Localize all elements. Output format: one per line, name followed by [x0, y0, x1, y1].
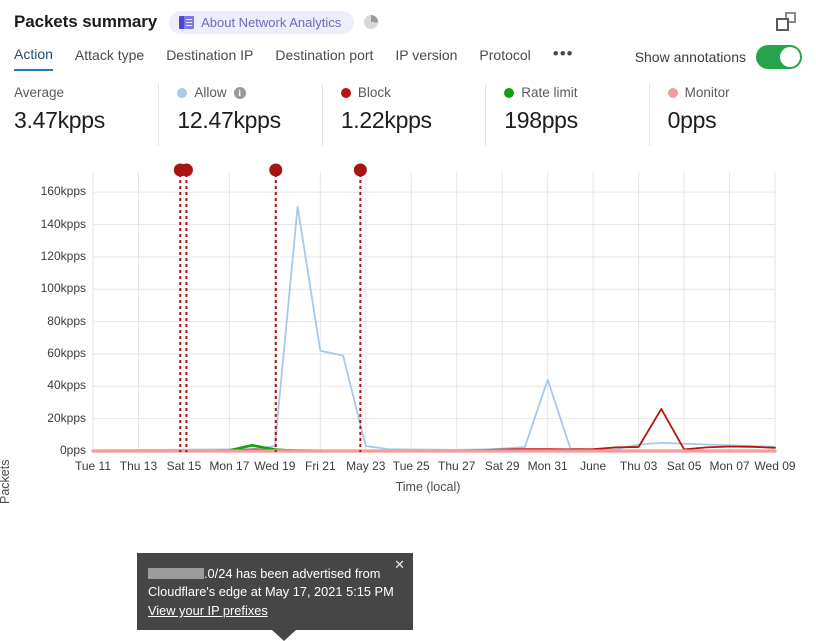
stat-allow-label: Allow [194, 85, 227, 100]
tab-destination-port[interactable]: Destination port [275, 46, 374, 63]
stat-rate-limit-value: 198pps [504, 107, 578, 133]
info-icon[interactable]: i [233, 86, 246, 99]
y-tick-label: 100kpps [40, 281, 86, 296]
tab-overflow-menu-icon[interactable]: ••• [552, 43, 574, 63]
y-tick-label: 60kpps [47, 345, 86, 360]
duplicate-window-icon[interactable] [776, 12, 796, 32]
x-tick-label: Mon 31 [527, 459, 568, 473]
y-tick-label: 140kpps [40, 216, 86, 231]
y-tick-label: 20kpps [47, 410, 86, 425]
stat-rate-limit: Rate limit 198pps [485, 84, 648, 146]
tooltip-line-2: Cloudflare's edge at May 17, 2021 5:15 P… [148, 584, 394, 599]
tooltip-tail [272, 630, 296, 641]
loading-pie-icon [364, 15, 379, 29]
x-tick-label: Mon 17 [209, 459, 250, 473]
about-badge-label: About Network Analytics [201, 14, 342, 30]
stat-block-head: Block [340, 84, 485, 101]
annotation-tooltip: ✕ .0/24 has been advertised from Cloudfl… [137, 553, 413, 641]
x-tick-label: Wed 09 [754, 459, 796, 473]
stat-block-label: Block [357, 85, 391, 100]
tab-protocol[interactable]: Protocol [479, 46, 531, 63]
chart-plot-area [91, 163, 777, 453]
tab-destination-ip[interactable]: Destination IP [166, 46, 254, 63]
stat-average-head: Average [14, 84, 158, 101]
x-tick-label: Thu 03 [619, 459, 658, 473]
x-axis-ticks: Tue 11 Thu 13 Sat 15 Mon 17 Wed 19 Fri 21 May … [0, 459, 816, 477]
y-tick-label: 160kpps [40, 184, 86, 199]
monitor-color-dot [667, 87, 678, 98]
packets-chart: Packets Time (local) 0pps 20kpps 40kpps 60k… [0, 160, 816, 641]
tooltip-line-1-text: .0/24 has been advertised from [204, 566, 381, 581]
tab-attack-type[interactable]: Attack type [74, 46, 145, 63]
stat-block: Block 1.22kpps [321, 84, 485, 146]
x-tick-label: Thu 13 [119, 459, 158, 473]
x-tick-label: Fri 21 [304, 459, 336, 473]
stat-allow-head: Allow i [177, 84, 321, 101]
redacted-ip-prefix [148, 568, 204, 579]
y-tick-label: 0pps [59, 443, 86, 457]
rate-limit-color-dot [504, 87, 515, 98]
x-tick-label: Tue 25 [392, 459, 430, 473]
page-title: Packets summary [14, 12, 158, 31]
stat-allow: Allow i 12.47kpps [158, 84, 321, 146]
allow-color-dot [177, 87, 188, 98]
x-tick-label: Sat 15 [166, 459, 202, 473]
y-tick-label: 40kpps [47, 378, 86, 393]
tab-action[interactable]: Action [14, 44, 53, 71]
summary-stats: Average 3.47kpps Allow i 12.47kpps Block… [0, 84, 816, 146]
book-icon [179, 15, 195, 29]
stat-allow-value: 12.47kpps [177, 107, 281, 133]
x-axis-title: Time (local) [395, 480, 461, 494]
toggle-knob [780, 47, 800, 67]
y-tick-label: 120kpps [40, 248, 86, 263]
stat-block-value: 1.22kpps [340, 107, 432, 133]
x-tick-label: Sat 29 [484, 459, 520, 473]
stat-monitor-value: 0pps [667, 107, 717, 133]
panel-header: Packets summary About Network Analytics [0, 0, 816, 34]
about-network-analytics-badge[interactable]: About Network Analytics [169, 10, 355, 34]
x-tick-label: Tue 11 [74, 459, 112, 473]
stat-rate-limit-head: Rate limit [504, 84, 648, 101]
x-tick-label: June [580, 459, 607, 473]
x-tick-label: May 23 [346, 459, 386, 473]
stat-monitor: Monitor 0pps [648, 84, 812, 146]
tab-bar: Action Attack type Destination IP Destin… [0, 42, 816, 72]
block-color-dot [340, 87, 351, 98]
y-tick-label: 80kpps [47, 313, 86, 328]
close-icon[interactable]: ✕ [394, 557, 405, 572]
tab-ip-version[interactable]: IP version [395, 46, 458, 63]
x-tick-label: Wed 19 [254, 459, 296, 473]
tooltip-line-1: .0/24 has been advertised from [148, 565, 399, 583]
stat-monitor-label: Monitor [684, 85, 730, 100]
show-annotations-label: Show annotations [634, 49, 746, 65]
stat-average-label: Average [14, 85, 65, 100]
x-tick-label: Thu 27 [438, 459, 476, 473]
x-tick-label: Mon 07 [709, 459, 750, 473]
view-ip-prefixes-link[interactable]: View your IP prefixes [148, 603, 268, 618]
stat-average-value: 3.47kpps [14, 107, 105, 133]
x-tick-label: Sat 05 [666, 459, 702, 473]
show-annotations-toggle[interactable] [756, 45, 802, 69]
stat-average: Average 3.47kpps [14, 84, 158, 146]
stat-monitor-head: Monitor [667, 84, 812, 101]
stat-rate-limit-label: Rate limit [521, 85, 578, 100]
